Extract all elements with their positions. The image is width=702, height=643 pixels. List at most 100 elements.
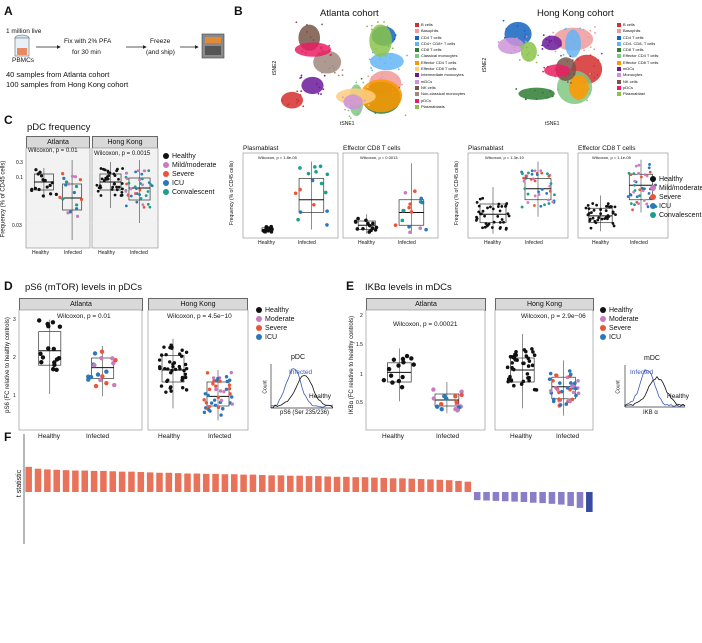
data-point — [510, 361, 514, 365]
data-point — [558, 381, 562, 385]
tsne-point — [300, 76, 303, 79]
tsne-legend-item: Effector CD4 T cells — [617, 53, 658, 59]
legend-swatch-icon — [617, 79, 621, 84]
data-point — [95, 183, 99, 187]
data-point — [587, 207, 591, 211]
data-point — [506, 212, 510, 216]
data-point — [110, 356, 115, 361]
data-point — [400, 374, 405, 380]
data-point — [168, 360, 172, 364]
tsne-point — [572, 30, 574, 32]
f-bar — [53, 469, 60, 492]
legend-label: Healthy — [609, 307, 633, 314]
data-point — [219, 398, 224, 403]
c-legend-item: ICU — [163, 179, 216, 188]
sub-atl-pb-healthy: Healthy — [258, 240, 275, 246]
data-point — [66, 211, 70, 215]
tsne-point — [535, 61, 538, 64]
step-3b-label: (and ship) — [146, 49, 175, 56]
tsne-legend-atlanta: B cells Basophils CD4 T cells CD4+ CD8+ T c… — [415, 22, 465, 110]
legend-label: Effector CD8 T cells — [421, 66, 457, 72]
data-point — [163, 366, 167, 371]
e-atl-infected: Infected — [436, 433, 460, 440]
tsne-point — [542, 34, 545, 37]
data-point — [639, 175, 643, 179]
tsne-point — [576, 83, 579, 85]
data-point — [120, 190, 124, 194]
d-hist-healthy: Healthy — [309, 393, 332, 400]
data-point — [146, 190, 150, 193]
f-bar — [558, 492, 565, 505]
tsne-legend-item: Classical monocytes — [415, 53, 465, 59]
data-point — [171, 362, 175, 366]
tsne-point — [321, 23, 323, 26]
data-point — [356, 216, 360, 221]
tsne-point — [363, 99, 366, 102]
f-bar — [445, 480, 453, 492]
e-atl-healthy: Healthy — [382, 433, 405, 440]
legend-label: CD4 T cells — [623, 34, 644, 40]
e-hist-healthy: Healthy — [667, 393, 690, 400]
legend-swatch-icon — [415, 41, 419, 46]
data-point — [50, 181, 54, 185]
f-bar — [501, 492, 509, 502]
data-point — [146, 202, 150, 206]
data-point — [522, 179, 526, 183]
data-point — [586, 203, 590, 207]
data-point — [508, 374, 512, 379]
data-point — [86, 374, 91, 379]
legend-label: Severe — [659, 194, 682, 201]
data-point — [496, 214, 500, 218]
tsne-point — [348, 115, 351, 118]
f-bar — [81, 470, 89, 492]
data-point — [641, 186, 644, 190]
data-point — [225, 379, 229, 384]
data-point — [532, 353, 537, 358]
data-point — [136, 169, 140, 173]
plot-frame — [467, 152, 569, 239]
data-point — [638, 188, 642, 192]
data-point — [183, 372, 188, 376]
tsne-hongkong — [497, 19, 603, 104]
f-bar — [118, 471, 126, 492]
tsne-point — [541, 91, 544, 94]
data-point — [298, 210, 303, 214]
data-point — [184, 350, 189, 354]
data-point — [632, 190, 636, 194]
tsne-point — [404, 114, 407, 117]
data-point — [486, 206, 489, 210]
f-bar — [529, 492, 537, 503]
data-point — [391, 357, 397, 362]
hist-healthy-line — [270, 375, 334, 409]
tsne-point — [354, 89, 356, 92]
tsne-point — [524, 36, 526, 38]
d-atl-healthy: Healthy — [38, 433, 61, 440]
tsne-point — [509, 52, 512, 54]
legend-swatch-icon — [617, 67, 621, 72]
data-point — [594, 221, 598, 225]
tsne-point — [356, 106, 359, 108]
f-bar — [202, 473, 210, 492]
f-bar — [352, 477, 359, 492]
legend-label: Severe — [609, 325, 632, 332]
data-point — [214, 384, 218, 388]
data-point — [213, 403, 218, 408]
data-point — [115, 185, 118, 189]
data-point — [591, 202, 595, 205]
data-point — [637, 171, 640, 175]
data-point — [600, 217, 604, 221]
tsne-point — [566, 81, 569, 83]
legend-panel-c: Healthy Mild/moderate Severe ICU Convalescen… — [163, 152, 216, 197]
data-point — [216, 405, 221, 410]
f-bar — [259, 474, 266, 492]
panel-d-letter: D — [4, 279, 13, 293]
data-point — [418, 226, 423, 230]
tsne-point — [374, 112, 377, 114]
data-point — [553, 193, 556, 197]
data-point — [119, 194, 123, 197]
tsne-point — [583, 49, 585, 52]
tsne-point — [388, 43, 390, 46]
tsne-point — [526, 53, 528, 56]
data-point — [110, 188, 114, 191]
data-point — [454, 399, 459, 405]
